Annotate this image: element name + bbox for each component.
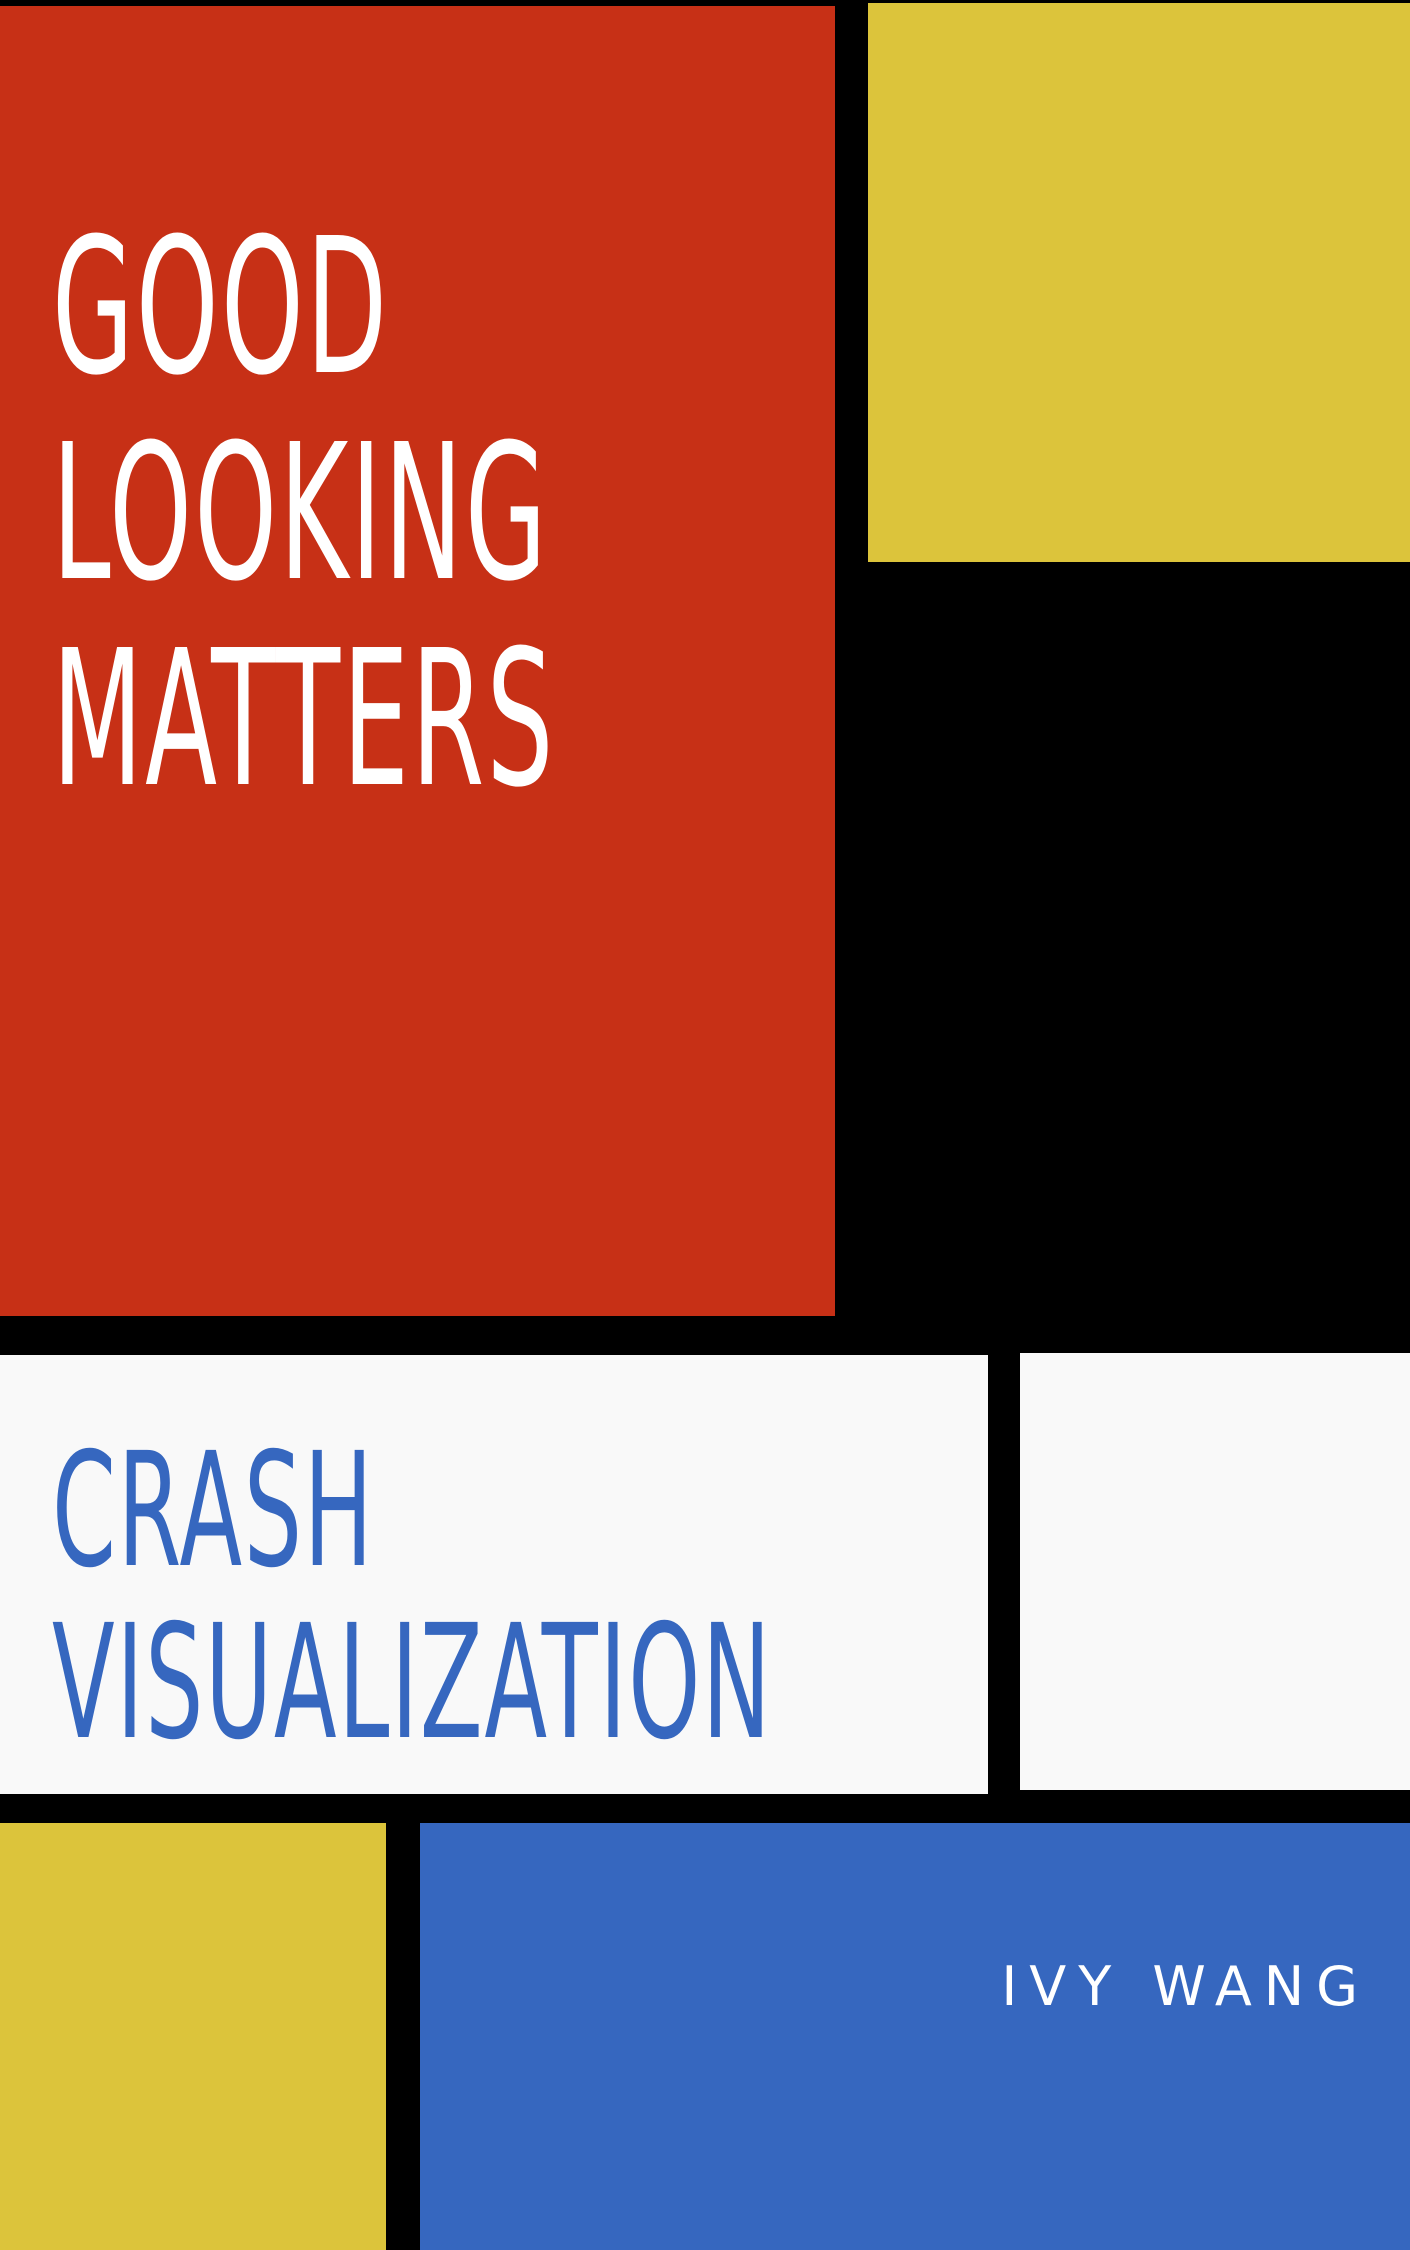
white-color-block-side xyxy=(1020,1353,1410,1790)
blue-color-block xyxy=(420,1823,1410,2250)
red-color-block xyxy=(0,6,835,1316)
white-color-block-main xyxy=(0,1355,988,1794)
title-line-1: GOOD xyxy=(52,198,390,417)
author-name: IVY WANG xyxy=(1001,1955,1370,2018)
subtitle-line-2: VISUALIZATION xyxy=(52,1591,773,1775)
yellow-color-block-bottom xyxy=(0,1823,386,2250)
subtitle-line-1: CRASH xyxy=(52,1419,375,1603)
yellow-color-block-top xyxy=(868,3,1410,562)
title-line-2: LOOKING xyxy=(52,404,549,623)
title-line-3: MATTERS xyxy=(52,610,556,829)
